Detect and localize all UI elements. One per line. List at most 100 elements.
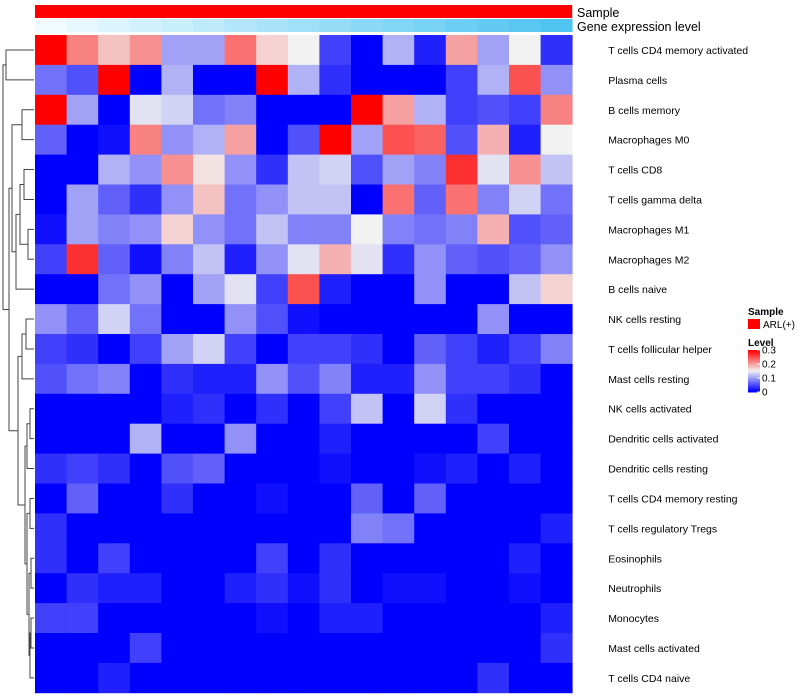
heatmap-cell — [98, 274, 131, 305]
heatmap-cell — [477, 244, 510, 275]
heatmap-cell — [414, 363, 447, 395]
legend-bar-segment — [748, 385, 760, 387]
heatmap-cell — [193, 304, 225, 335]
heatmap-cell — [445, 423, 478, 454]
heatmap-cell — [540, 393, 573, 425]
legend-bar-segment — [748, 362, 760, 365]
heatmap-cell — [414, 184, 447, 215]
heatmap-cell — [382, 393, 415, 425]
heatmap-cell — [193, 393, 225, 425]
heatmap-cell — [98, 35, 131, 66]
heatmap-cell — [382, 274, 415, 305]
heatmap-cell — [445, 603, 478, 634]
row-dendrogram — [2, 49, 34, 679]
heatmap-cell — [224, 94, 257, 126]
heatmap-cell — [477, 662, 510, 694]
legend-bar-segment — [748, 390, 760, 393]
legend-ticks: 0.3 0.2 0.1 0 — [757, 346, 776, 399]
heatmap-cell — [129, 393, 162, 425]
heatmap-cell — [445, 184, 478, 215]
heatmap-cell — [445, 124, 478, 155]
dendrogram-branch — [30, 617, 34, 649]
heatmap-cell — [445, 244, 478, 275]
heatmap-cell — [414, 334, 447, 365]
heatmap-cell — [287, 543, 320, 574]
annotation-cell-gene-expression — [414, 19, 447, 32]
heatmap-cell — [224, 662, 257, 694]
heatmap-cell — [287, 423, 320, 454]
heatmap-cell — [35, 423, 67, 454]
legend-bar-segment — [748, 383, 760, 386]
heatmap-cell — [445, 214, 478, 245]
legend-bar-segment — [748, 368, 760, 371]
heatmap-cell — [319, 124, 352, 155]
heatmap-cell — [319, 662, 352, 694]
legend-bar-segment — [748, 355, 760, 358]
heatmap-cell — [98, 64, 131, 96]
heatmap-cell — [129, 573, 162, 604]
heatmap-cell — [224, 513, 257, 544]
heatmap-cell — [509, 483, 541, 514]
heatmap-cell — [35, 334, 67, 365]
heatmap-cell — [477, 363, 510, 395]
legend: Sample ARL(+) Level 0.3 0.2 0.1 0 — [748, 307, 795, 399]
heatmap-cell — [98, 603, 131, 634]
heatmap-cell — [509, 393, 541, 425]
heatmap-cell — [509, 124, 541, 155]
heatmap-cell — [414, 274, 447, 305]
heatmap-cell — [35, 633, 67, 664]
heatmap-cell — [224, 543, 257, 574]
heatmap-cell — [98, 214, 131, 245]
heatmap-cell — [129, 184, 162, 215]
heatmap-cell — [161, 64, 194, 96]
heatmap-cell — [445, 662, 478, 694]
heatmap-cell — [414, 573, 447, 604]
annotation-label-sample: Sample — [577, 6, 619, 20]
heatmap-cell — [509, 363, 541, 395]
legend-swatch-arl — [748, 319, 760, 329]
heatmap-cell — [414, 543, 447, 574]
legend-bar-segment — [748, 361, 760, 364]
heatmap-cell — [509, 453, 541, 484]
heatmap-cell — [477, 334, 510, 365]
heatmap-cell — [414, 64, 447, 96]
heatmap-cell — [509, 184, 541, 215]
heatmap-cell — [256, 483, 289, 514]
heatmap-cell — [224, 483, 257, 514]
heatmap-cell — [445, 513, 478, 544]
heatmap-cell — [319, 573, 352, 604]
heatmap-cell — [129, 214, 162, 245]
heatmap-cell — [540, 274, 573, 305]
heatmap-cell — [351, 573, 383, 604]
heatmap-cell — [382, 124, 415, 155]
row-label: T cells follicular helper — [608, 344, 712, 356]
heatmap-cell — [35, 184, 67, 215]
heatmap-cell — [382, 423, 415, 454]
annotation-cell-gene-expression — [98, 19, 131, 32]
heatmap-cell — [540, 124, 573, 155]
heatmap-cell — [66, 393, 99, 425]
heatmap-cell — [66, 483, 99, 514]
heatmap-cell — [193, 214, 225, 245]
heatmap-cell — [224, 184, 257, 215]
heatmap-cell — [66, 423, 99, 454]
heatmap-cell — [224, 334, 257, 365]
heatmap-cell — [193, 513, 225, 544]
heatmap-cell — [256, 334, 289, 365]
heatmap-cell — [35, 543, 67, 574]
heatmap-cell — [351, 214, 383, 245]
heatmap-cell — [66, 94, 99, 126]
heatmap-cell — [256, 453, 289, 484]
heatmap-cell — [509, 543, 541, 574]
heatmap-cell — [351, 274, 383, 305]
heatmap-cell — [477, 94, 510, 126]
annotation-label-gene-expression: Gene expression level — [577, 20, 701, 34]
heatmap-cell — [256, 363, 289, 395]
heatmap-cell — [35, 64, 67, 96]
heatmap-cell — [129, 244, 162, 275]
heatmap-cell — [509, 244, 541, 275]
heatmap-cell — [319, 214, 352, 245]
heatmap-cell — [445, 633, 478, 664]
heatmap-cell — [287, 274, 320, 305]
heatmap-cell — [193, 124, 225, 155]
